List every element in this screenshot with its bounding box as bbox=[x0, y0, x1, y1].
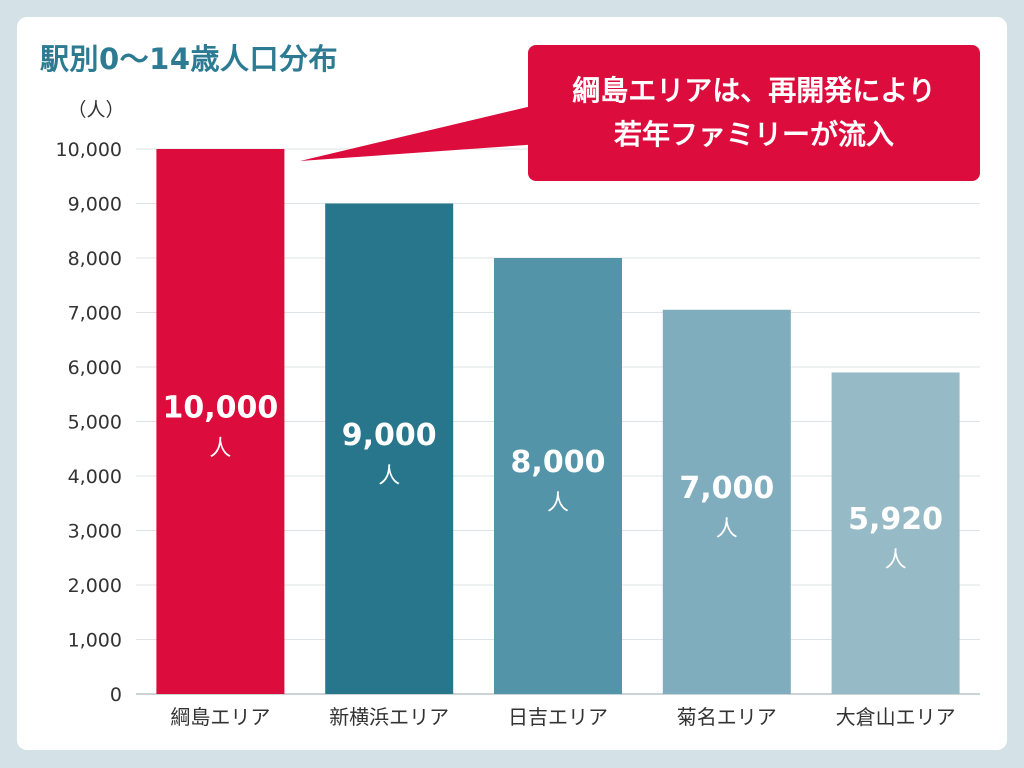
bar-value-unit: 人 bbox=[885, 548, 907, 573]
y-tick-label: 7,000 bbox=[68, 303, 122, 325]
x-category-label: 日吉エリア bbox=[508, 705, 608, 729]
y-tick-label: 3,000 bbox=[68, 521, 122, 543]
bar bbox=[662, 309, 791, 694]
bar-value-unit: 人 bbox=[716, 517, 738, 542]
bar-value-label: 5,920 bbox=[848, 502, 943, 537]
y-tick-label: 9,000 bbox=[68, 194, 122, 216]
y-tick-label: 6,000 bbox=[68, 357, 122, 379]
y-tick-label: 2,000 bbox=[68, 575, 122, 597]
x-category-label: 新横浜エリア bbox=[329, 705, 449, 729]
bar-value-unit: 人 bbox=[209, 437, 231, 462]
bar bbox=[494, 258, 622, 694]
callout-line-1: 綱島エリアは、再開発により bbox=[572, 74, 936, 107]
callout-line-2: 若年ファミリーが流入 bbox=[613, 118, 894, 151]
y-tick-label: 0 bbox=[110, 684, 122, 706]
bar bbox=[831, 372, 960, 694]
callout-pointer bbox=[300, 104, 540, 161]
chart-title: 駅別0〜14歳人口分布 bbox=[40, 42, 339, 76]
y-tick-label: 5,000 bbox=[68, 412, 122, 434]
bar-value-unit: 人 bbox=[378, 464, 400, 489]
y-axis-unit-label: （人） bbox=[67, 99, 124, 121]
bar-value-label: 10,000 bbox=[163, 391, 279, 426]
y-tick-label: 1,000 bbox=[68, 630, 122, 652]
bar-value-label: 9,000 bbox=[342, 418, 437, 453]
x-category-label: 綱島エリア bbox=[170, 705, 270, 729]
bar bbox=[156, 149, 285, 694]
y-tick-label: 8,000 bbox=[68, 248, 122, 270]
bar-value-unit: 人 bbox=[547, 491, 569, 516]
x-category-label: 大倉山エリア bbox=[836, 705, 956, 729]
bar-value-label: 7,000 bbox=[679, 471, 774, 506]
bar-value-label: 8,000 bbox=[511, 445, 606, 480]
x-category-label: 菊名エリア bbox=[677, 705, 777, 729]
y-axis: 0 1,000 2,000 3,000 4,000 5,000 6,000 7,000 8,00… bbox=[56, 99, 125, 706]
callout-box: 綱島エリアは、再開発により 若年ファミリーが流入 bbox=[528, 45, 980, 181]
bar bbox=[325, 203, 454, 694]
y-tick-label: 4,000 bbox=[68, 466, 122, 488]
y-tick-label: 10,000 bbox=[56, 139, 122, 161]
bars bbox=[156, 149, 960, 694]
